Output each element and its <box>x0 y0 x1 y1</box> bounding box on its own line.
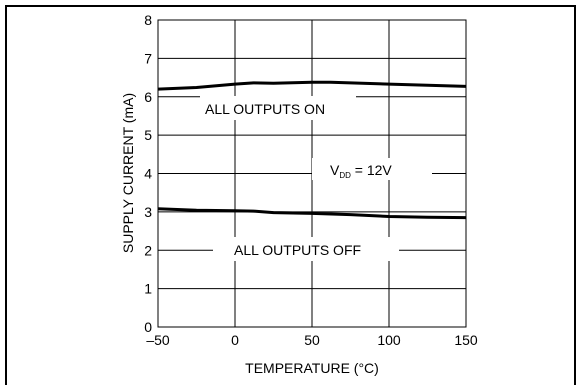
y-tick-label: 7 <box>144 50 152 66</box>
y-axis-title: SUPPLY CURRENT (mA) <box>120 93 136 253</box>
y-tick-label: 4 <box>144 166 152 182</box>
y-tick-label: 8 <box>144 12 152 28</box>
y-tick-label: 2 <box>144 242 152 258</box>
off-label-bg <box>213 237 399 261</box>
y-tick-label: 0 <box>144 319 152 335</box>
outer-frame <box>5 5 576 385</box>
off-label: ALL OUTPUTS OFF <box>234 242 361 258</box>
x-tick-label: –50 <box>146 332 170 348</box>
vdd-suffix: = 12V <box>351 162 393 178</box>
x-tick-label: 0 <box>231 332 239 348</box>
vdd-subscript: DD <box>339 171 351 180</box>
plot-border <box>157 19 467 328</box>
y-tick-label: 6 <box>144 89 152 105</box>
series-lines <box>157 80 467 220</box>
vdd-label-bg <box>312 158 432 180</box>
x-tick-label: 100 <box>377 332 401 348</box>
y-tick-label: 3 <box>144 204 152 220</box>
y-tick-label: 1 <box>144 281 152 297</box>
on-label: ALL OUTPUTS ON <box>205 101 325 117</box>
vdd-label: VDD = 12V <box>330 162 392 180</box>
y-tick-label: 5 <box>144 127 152 143</box>
x-tick-labels: –50 0 50 100 150 <box>146 332 478 348</box>
series-line-all-outputs-on <box>157 80 467 91</box>
series-line-all-outputs-off <box>157 207 467 220</box>
x-tick-label: 150 <box>454 332 478 348</box>
x-axis-title: TEMPERATURE (°C) <box>245 360 379 376</box>
on-label-bg <box>200 96 356 120</box>
y-tick-labels: 0 1 2 3 4 5 6 7 8 <box>144 12 152 335</box>
x-tick-label: 50 <box>304 332 320 348</box>
vdd-prefix: V <box>330 162 340 178</box>
